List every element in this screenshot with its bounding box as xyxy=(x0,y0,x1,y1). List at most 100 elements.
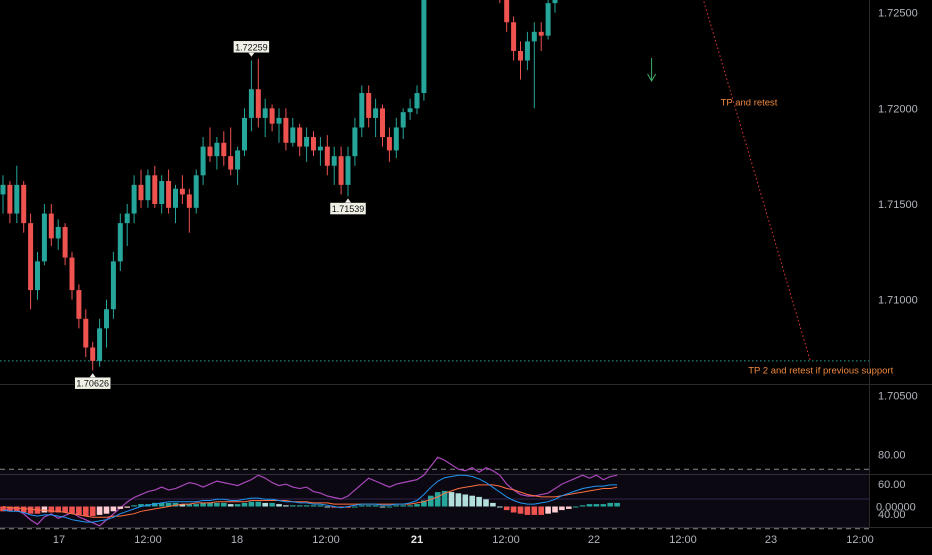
candle-body xyxy=(359,93,365,128)
oscillator-band-fill xyxy=(0,469,869,529)
macd-histogram-bar xyxy=(41,506,48,513)
candle-body xyxy=(304,137,310,147)
candle-body xyxy=(14,184,20,214)
price-callout-pointer xyxy=(248,52,255,57)
candle-body xyxy=(538,31,544,36)
oscillator-line xyxy=(2,456,618,527)
candle-body xyxy=(262,108,268,118)
macd-histogram-bar xyxy=(83,506,89,517)
candle-body xyxy=(159,181,165,204)
candle-body xyxy=(552,0,558,4)
macd-histogram-bar xyxy=(476,496,482,507)
macd-histogram-bar xyxy=(193,504,199,507)
candle-body xyxy=(352,127,358,157)
candle-body xyxy=(345,156,351,185)
candle-body xyxy=(228,156,234,170)
candle-body xyxy=(7,184,13,214)
macd-histogram-bar xyxy=(538,506,544,515)
candle-body xyxy=(83,318,89,348)
candle-body xyxy=(545,3,551,36)
macd-histogram-bar xyxy=(545,506,551,514)
macd-histogram-bar xyxy=(462,494,469,507)
macd-histogram-bar xyxy=(62,506,68,513)
candle-body xyxy=(386,137,392,151)
macd-histogram-bar xyxy=(207,502,213,507)
candle-body xyxy=(242,117,247,151)
candle-body xyxy=(76,290,82,319)
candle-body xyxy=(173,188,178,208)
macd-histogram-bar xyxy=(338,506,344,508)
candle-body xyxy=(290,127,296,143)
time-tick-label: 12:00 xyxy=(846,534,874,546)
time-tick-label: 12:00 xyxy=(134,534,162,546)
macd-histogram-bar xyxy=(552,506,558,513)
macd-histogram-bar xyxy=(372,505,379,507)
price-callout-pointer xyxy=(89,373,96,378)
macd-histogram-bar xyxy=(179,504,186,507)
macd-histogram-bar xyxy=(96,506,103,515)
candle-body xyxy=(400,112,406,128)
macd-histogram-bar xyxy=(434,492,441,507)
annotation-text: TP 2 and retest if previous support xyxy=(748,365,893,376)
candle-body xyxy=(421,0,427,94)
macd-histogram-bar xyxy=(317,505,324,507)
macd-histogram-bar xyxy=(276,504,282,507)
candle-body xyxy=(283,117,289,143)
macd-histogram-bar xyxy=(158,502,165,507)
macd-histogram-bar xyxy=(586,504,593,507)
macd-histogram-bar xyxy=(593,504,600,507)
macd-histogram-bar xyxy=(103,506,110,514)
candle-body xyxy=(69,257,75,291)
candle-body xyxy=(269,108,275,124)
candle-body xyxy=(297,127,303,147)
price-callout: 1.72259 xyxy=(233,40,270,57)
candle-body xyxy=(145,175,151,201)
candle-body xyxy=(207,146,213,157)
price-tick-label: 1.70500 xyxy=(878,390,918,402)
macd-histogram-bar xyxy=(559,506,565,511)
candle-body xyxy=(152,175,158,204)
macd-signal-line xyxy=(2,484,618,518)
macd-histogram-bar xyxy=(283,505,289,507)
macd-histogram-bar xyxy=(14,506,20,512)
macd-histogram-bar xyxy=(172,502,179,507)
candle-body xyxy=(235,150,241,170)
candle-body xyxy=(200,146,206,176)
candles-group xyxy=(0,0,558,371)
candle-body xyxy=(179,188,185,195)
macd-histogram-bar xyxy=(572,506,579,508)
price-callout-label: 1.70626 xyxy=(76,379,109,389)
macd-histogram-bar xyxy=(262,502,268,507)
candle-body xyxy=(366,93,372,118)
macd-histogram-bar xyxy=(359,505,365,507)
macd-histogram-bar xyxy=(269,502,275,507)
macd-histogram-bar xyxy=(296,505,303,507)
candle-body xyxy=(41,213,47,262)
oscillator-tick-label: 60.00 xyxy=(878,479,906,491)
macd-histogram-bar xyxy=(27,506,34,514)
time-tick-label: 23 xyxy=(765,534,777,546)
macd-histogram-bar xyxy=(345,506,351,508)
macd-histogram-bar xyxy=(428,495,434,507)
candle-body xyxy=(166,181,172,208)
time-tick-label: 22 xyxy=(588,534,600,546)
candle-body xyxy=(531,31,537,42)
time-tick-label: 12:00 xyxy=(312,534,340,546)
price-callout-pointer xyxy=(345,198,351,203)
macd-histogram-bar xyxy=(386,506,393,508)
macd-histogram-bar xyxy=(76,506,82,515)
macd-histogram-bar xyxy=(414,504,420,507)
macd-histogram-bar xyxy=(303,505,310,507)
candle-body xyxy=(214,142,220,157)
macd-histogram-bar xyxy=(365,505,372,507)
candle-body xyxy=(511,22,517,51)
candle-body xyxy=(186,194,192,208)
macd-histogram-bar xyxy=(393,505,400,507)
macd-histogram-bar xyxy=(324,506,331,508)
candle-body xyxy=(55,226,61,239)
macd-histogram-bar xyxy=(55,506,61,513)
candle-body xyxy=(21,184,27,224)
time-tick-label: 12:00 xyxy=(492,534,520,546)
